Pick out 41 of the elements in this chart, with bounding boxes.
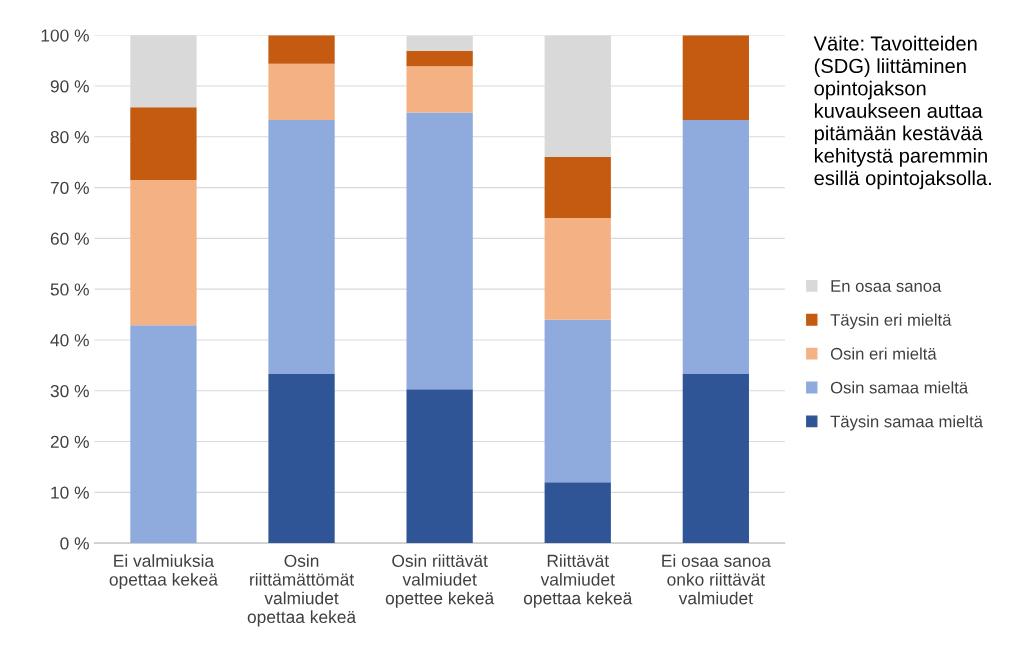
- bar: [544, 218, 611, 320]
- bar: [130, 107, 197, 180]
- y-tick-label: 80 %: [50, 130, 89, 144]
- y-tick-label: 60 %: [50, 232, 89, 245]
- bar: [406, 389, 473, 544]
- bar: [130, 325, 197, 544]
- y-tick-label: 0 %: [60, 537, 89, 550]
- bar: [406, 66, 473, 113]
- legend-label: Osin eri mieltä: [830, 347, 937, 360]
- bar: [682, 35, 749, 121]
- legend-label: En osaa sanoa: [831, 280, 942, 292]
- y-tick-label: 70 %: [50, 181, 89, 195]
- y-tick-label: 90 %: [50, 80, 89, 93]
- bar: [406, 50, 473, 67]
- x-tick-label: Osin riittävät valmiudet opettee kekeä: [385, 554, 495, 608]
- bar: [268, 35, 335, 64]
- bar: [268, 63, 335, 121]
- legend-label: Täysin samaa mieltä: [830, 415, 983, 431]
- bar: [406, 35, 473, 51]
- bar: [544, 319, 611, 483]
- bar: [544, 157, 611, 219]
- bar: [130, 179, 197, 326]
- x-tick-label: Riittävät valmiudet opettaa kekeä: [523, 554, 633, 608]
- legend-label: Osin samaa mieltä: [830, 381, 969, 394]
- bar: [544, 482, 611, 544]
- bar: [682, 120, 749, 374]
- y-tick-label: 40 %: [50, 334, 89, 347]
- bar: [268, 373, 335, 544]
- bar: [682, 373, 749, 544]
- x-tick-label: Osin riittämättömät valmiudet opettaa kekeä: [247, 554, 357, 627]
- y-tick-label: 20 %: [50, 435, 89, 448]
- x-tick-label: Ei osaa sanoa onko riittävät valmiudet: [662, 554, 771, 605]
- y-tick-label: 10 %: [51, 486, 89, 499]
- text: Väite: Tavoitteiden (SDG) liittäminen opintojakson kuvaukseen auttaa pitämään kestävää kehitystä paremmin esillä opintojaksolla.: [813, 35, 991, 190]
- legend-label: Täysin eri mieltä: [830, 313, 952, 330]
- x-tick-label: Ei valmiuksia opettaa kekeä: [109, 554, 218, 590]
- bar: [406, 112, 473, 390]
- y-tick-label: 50 %: [50, 283, 89, 296]
- bar: [268, 120, 335, 374]
- y-tick-label: 100 %: [41, 29, 89, 42]
- y-tick-label: 30 %: [50, 384, 89, 398]
